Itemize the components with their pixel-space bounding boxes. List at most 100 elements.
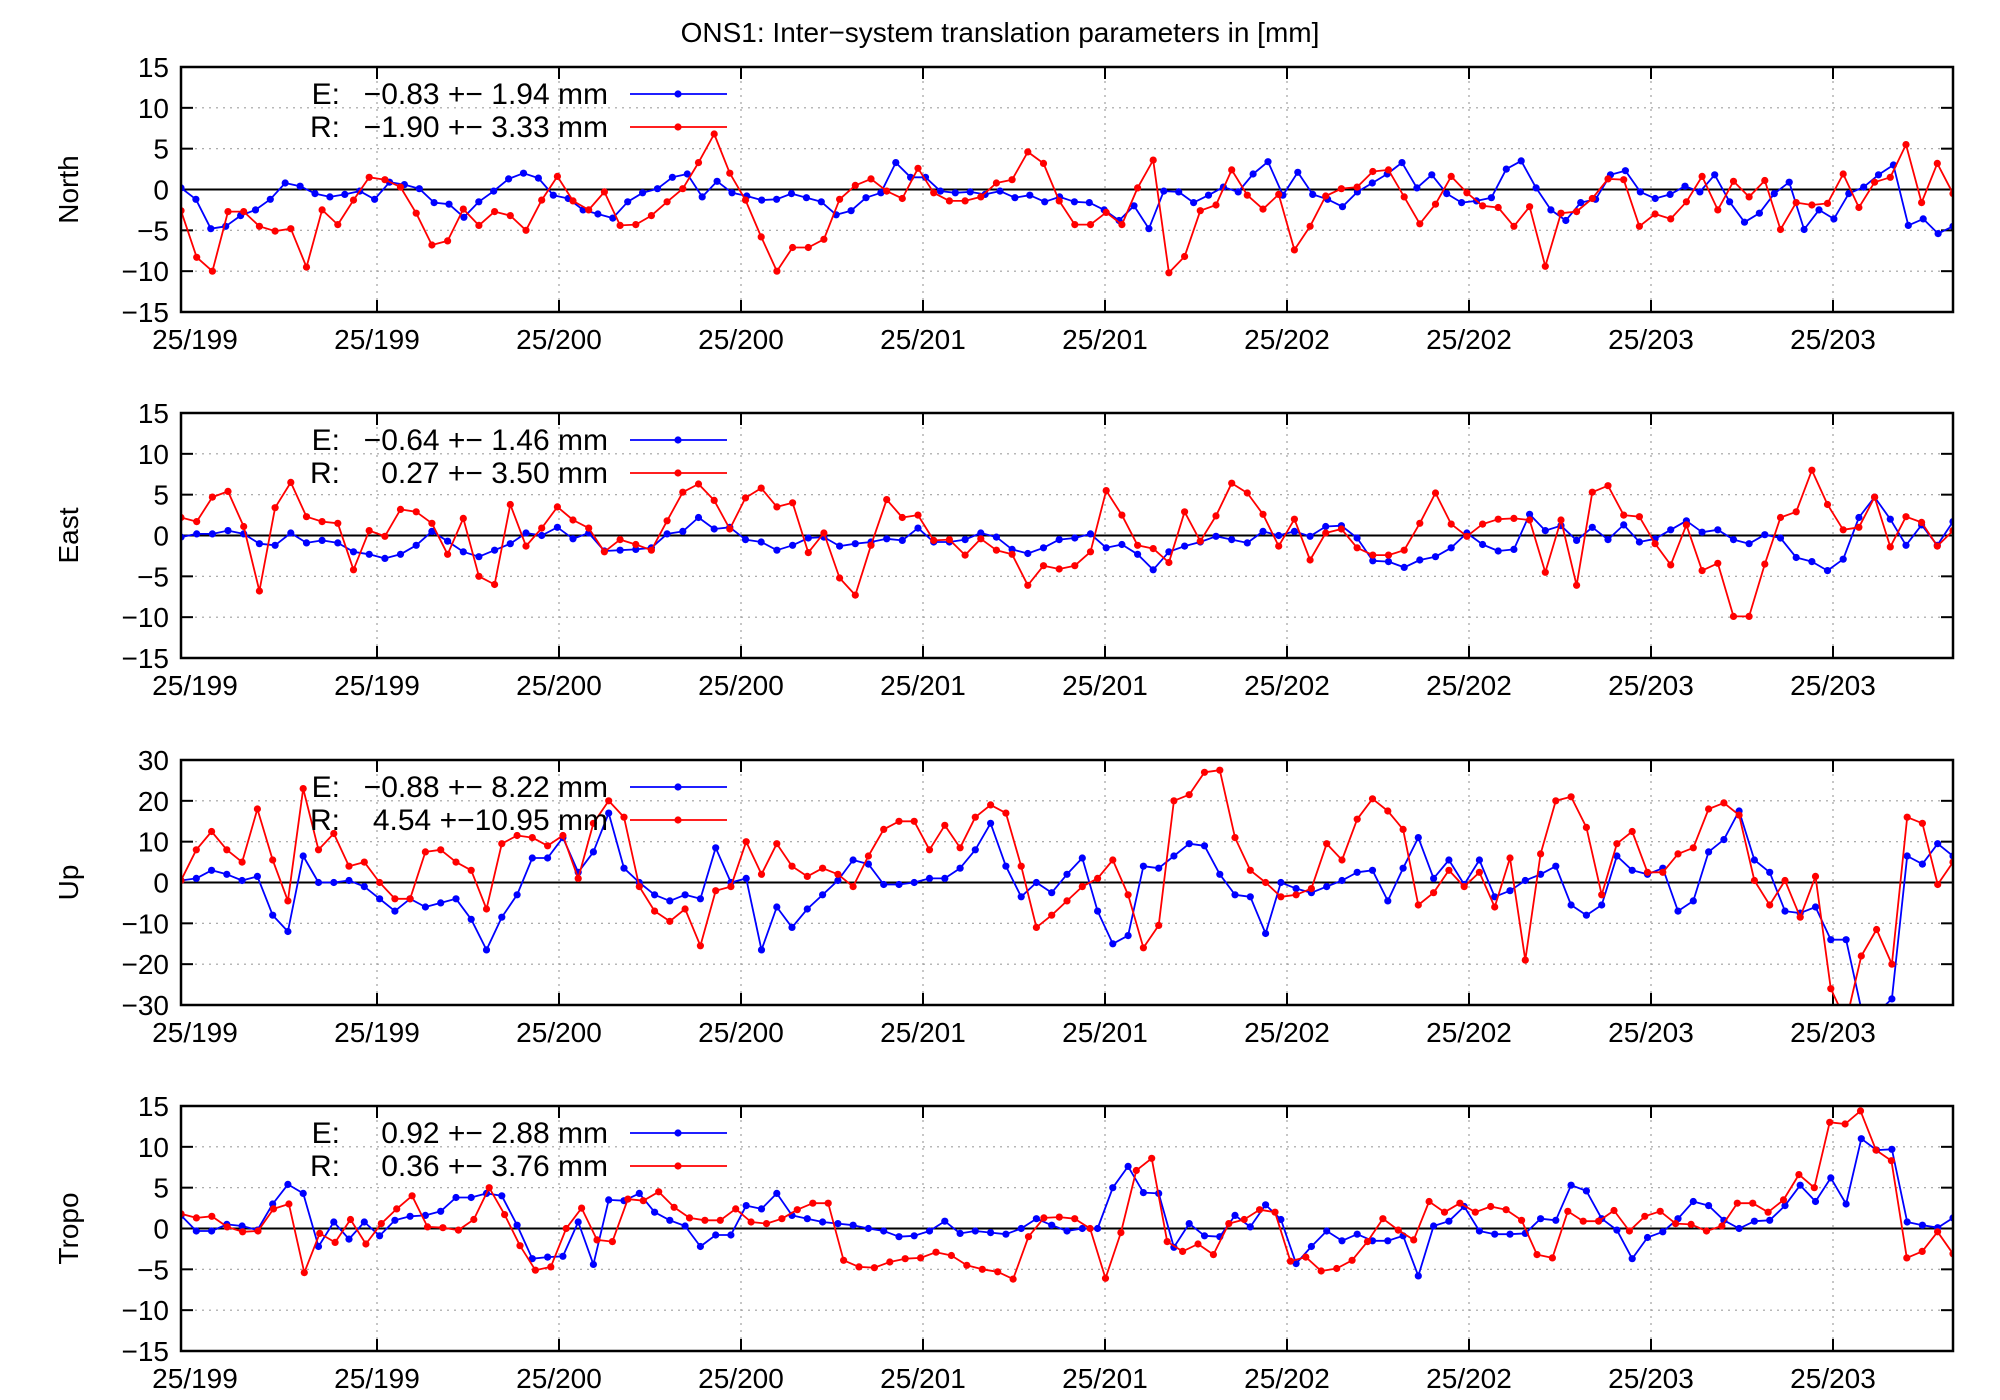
data-point-E (1761, 531, 1769, 539)
data-point-E (864, 860, 873, 868)
data-point-R (1286, 1257, 1294, 1265)
legend-swatch-point-E (674, 1129, 682, 1137)
data-point-R (1399, 825, 1407, 834)
data-point-R (553, 503, 562, 511)
x-tick-label: 25/202 (1426, 1363, 1512, 1394)
data-point-R (345, 862, 353, 870)
data-point-R (867, 541, 875, 549)
data-point-R (1200, 768, 1209, 776)
data-point-R (589, 819, 598, 827)
legend-swatch-point-R (674, 469, 682, 477)
data-point-E (318, 536, 326, 545)
data-point-E (668, 173, 677, 181)
data-point-E (1430, 874, 1438, 883)
data-point-E (787, 190, 796, 198)
data-point-E (1231, 891, 1239, 899)
data-point-R (574, 874, 582, 883)
data-point-E (528, 854, 536, 862)
data-point-E (1491, 1230, 1499, 1238)
data-point-R (346, 1215, 355, 1224)
x-tick-label: 25/199 (152, 1017, 238, 1048)
x-tick-label: 25/202 (1244, 324, 1330, 355)
data-point-R (836, 195, 844, 203)
data-point-E (1903, 1218, 1911, 1226)
data-point-R (679, 185, 687, 193)
data-point-E (1873, 1010, 1880, 1017)
data-point-R (1039, 159, 1048, 167)
data-point-R (1275, 190, 1283, 198)
data-point-E (1277, 1215, 1285, 1224)
data-point-E (391, 1216, 399, 1224)
y-tick-label: 10 (138, 439, 169, 470)
data-point-R (1826, 1118, 1834, 1126)
data-point-R (1368, 795, 1377, 803)
data-point-E (1705, 848, 1713, 856)
data-point-R (788, 862, 796, 870)
data-point-R (585, 206, 593, 214)
data-point-E (281, 179, 289, 187)
data-point-E (460, 213, 468, 221)
data-point-R (1573, 208, 1581, 216)
data-point-E (666, 897, 674, 905)
data-point-R (412, 508, 420, 516)
data-point-R (778, 1215, 786, 1223)
data-point-R (544, 842, 552, 850)
data-point-R (1225, 1220, 1233, 1228)
data-point-E (345, 1235, 353, 1243)
data-point-R (1610, 1206, 1618, 1215)
data-point-E (1827, 1174, 1835, 1182)
data-point-E (376, 895, 384, 903)
data-point-R (1181, 252, 1189, 261)
data-point-E (1149, 566, 1157, 574)
data-point-E (1532, 184, 1540, 192)
data-point-R (1810, 1184, 1818, 1192)
data-point-E (951, 189, 959, 197)
legend-label-E: E: (312, 78, 340, 111)
data-point-E (941, 1217, 949, 1225)
data-point-E (271, 541, 279, 549)
data-point-R (666, 917, 674, 925)
data-point-R (1521, 956, 1529, 964)
data-point-R (1463, 532, 1471, 540)
data-point-R (1886, 543, 1894, 551)
data-point-R (1228, 166, 1236, 174)
data-point-R (1071, 562, 1079, 570)
x-tick-label: 25/199 (334, 324, 420, 355)
data-point-R (870, 1264, 879, 1272)
data-point-E (1643, 1233, 1652, 1242)
data-point-R (694, 159, 703, 167)
data-point-R (1353, 544, 1361, 552)
data-point-R (1447, 172, 1455, 180)
data-point-R (1134, 541, 1142, 549)
data-point-E (412, 541, 420, 549)
data-point-E (847, 207, 855, 215)
data-point-R (804, 243, 812, 252)
data-point-R (1518, 1216, 1526, 1224)
data-point-E (1155, 864, 1163, 872)
data-point-R (1431, 200, 1440, 208)
data-point-R (1307, 885, 1315, 893)
data-point-R (883, 187, 891, 195)
y-tick-label: −15 (122, 643, 170, 674)
data-point-R (1071, 1215, 1079, 1223)
data-point-E (609, 214, 617, 222)
data-point-R (1196, 537, 1204, 545)
data-point-R (269, 856, 277, 864)
data-point-R (1460, 883, 1468, 891)
x-tick-label: 25/200 (698, 670, 784, 701)
data-point-E (651, 1208, 659, 1216)
data-point-R (1552, 797, 1560, 805)
data-point-E (1689, 897, 1697, 905)
x-tick-label: 25/202 (1244, 1017, 1330, 1048)
data-point-R (864, 852, 873, 860)
data-point-R (914, 164, 922, 172)
data-point-R (506, 212, 514, 220)
data-point-E (452, 895, 460, 903)
y-tick-label: 10 (138, 93, 169, 124)
data-point-R (963, 1261, 971, 1269)
data-point-R (1209, 1251, 1217, 1259)
data-point-E (1353, 534, 1361, 542)
data-point-E (925, 874, 934, 883)
data-point-R (408, 1192, 416, 1200)
data-point-R (1109, 856, 1117, 864)
